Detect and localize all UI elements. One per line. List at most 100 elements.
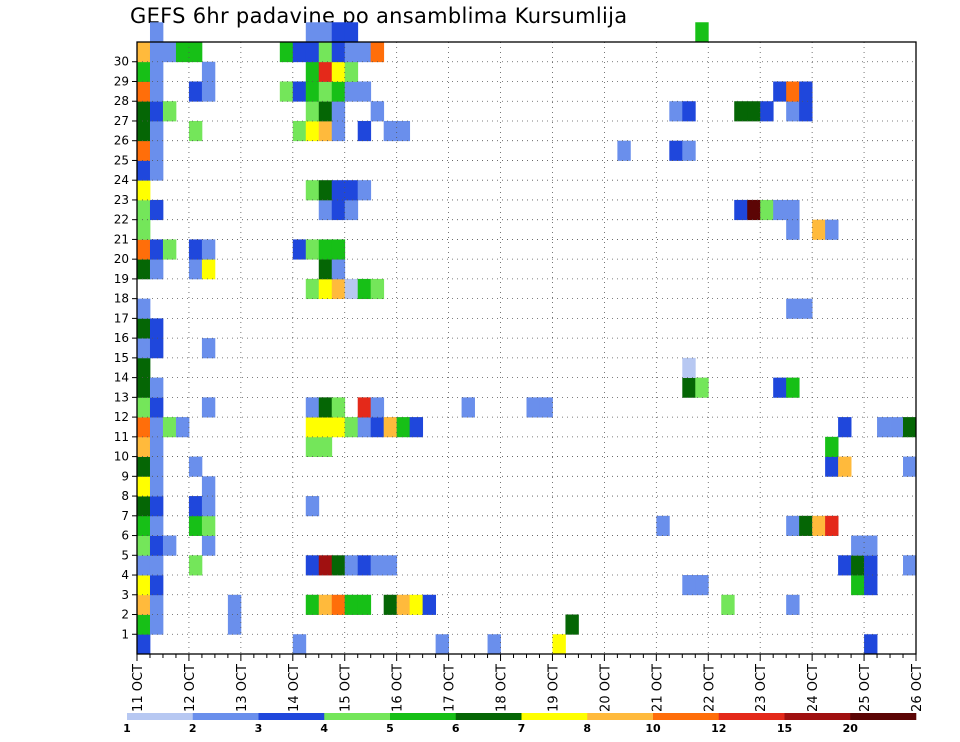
colorbar-swatch xyxy=(718,713,785,720)
heatmap-cell xyxy=(292,81,307,102)
heatmap-cell xyxy=(760,101,774,122)
heatmap-cell xyxy=(318,417,333,438)
heatmap-cell xyxy=(799,101,813,122)
heatmap-cell xyxy=(188,456,203,477)
heatmap-cell xyxy=(669,140,683,161)
heatmap-cell xyxy=(357,81,372,102)
heatmap-cell xyxy=(149,377,164,398)
heatmap-cell xyxy=(318,199,333,221)
heatmap-cell xyxy=(149,614,164,635)
heatmap-cell xyxy=(279,42,294,63)
heatmap-cell xyxy=(318,436,333,457)
colorbar-label: 5 xyxy=(386,722,394,735)
heatmap-cell xyxy=(318,259,333,280)
heatmap-cell xyxy=(357,120,372,142)
y-tick-label: 11 xyxy=(114,430,129,444)
y-tick-label: 6 xyxy=(121,529,129,543)
heatmap-cell xyxy=(825,436,839,457)
heatmap-cell xyxy=(305,180,320,201)
x-tick-label: 21 OCT xyxy=(650,664,665,712)
heatmap-cell xyxy=(137,318,151,339)
heatmap-cell xyxy=(162,101,177,122)
heatmap-cell xyxy=(137,101,151,122)
heatmap-cell xyxy=(838,555,852,576)
heatmap-cell xyxy=(331,199,346,221)
heatmap-cell xyxy=(175,417,190,438)
y-tick-label: 3 xyxy=(121,588,129,602)
heatmap-cell xyxy=(188,515,203,536)
heatmap-cell xyxy=(201,239,216,260)
heatmap-cell xyxy=(903,417,917,438)
colorbar-label: 2 xyxy=(189,722,197,735)
y-tick-label: 8 xyxy=(121,489,129,503)
heatmap-cell xyxy=(695,377,709,398)
heatmap-cell xyxy=(201,515,216,536)
heatmap-cell xyxy=(149,259,164,280)
heatmap-cell xyxy=(695,575,709,596)
heatmap-cell xyxy=(890,417,904,438)
x-tick-label: 17 OCT xyxy=(443,664,458,712)
heatmap-cell xyxy=(344,417,359,438)
heatmap-cell xyxy=(344,180,359,201)
chart-title: GEFS 6hr padavine po ansamblima Kursumli… xyxy=(130,4,628,28)
heatmap-cell xyxy=(137,219,151,240)
x-tick-label: 22 OCT xyxy=(702,664,717,712)
heatmap-cell xyxy=(292,42,307,63)
heatmap-cell xyxy=(773,81,787,102)
heatmap-cell xyxy=(539,397,553,418)
x-tick-label: 20 OCT xyxy=(598,664,613,712)
heatmap-cell xyxy=(137,377,151,398)
heatmap-cell xyxy=(786,298,800,319)
heatmap-cell xyxy=(370,42,385,63)
x-tick-label: 19 OCT xyxy=(546,664,561,712)
heatmap-cell xyxy=(137,239,151,260)
colorbar: 1 2 3 4 5 6 7 8 10 12 15 20 xyxy=(123,713,917,735)
heatmap-cell xyxy=(331,81,346,102)
heatmap-cell xyxy=(318,42,333,63)
colorbar-swatch xyxy=(192,713,259,720)
heatmap-cell xyxy=(305,101,320,122)
heatmap-cell xyxy=(137,417,151,438)
heatmap-cell xyxy=(799,515,813,536)
y-tick-label: 9 xyxy=(121,469,129,483)
heatmap-cell xyxy=(137,614,151,635)
heatmap-cell xyxy=(227,614,242,635)
heatmap-cell xyxy=(175,42,190,63)
heatmap-cell xyxy=(149,199,164,221)
heatmap-cell xyxy=(773,199,787,221)
y-tick-label: 12 xyxy=(114,410,129,424)
heatmap-cell xyxy=(617,140,631,161)
colorbar-label: 12 xyxy=(711,722,726,735)
heatmap-cell xyxy=(331,22,346,43)
heatmap-cell xyxy=(357,417,372,438)
heatmap-cell xyxy=(409,417,424,438)
heatmap-cell xyxy=(305,81,320,102)
heatmap-cell xyxy=(383,594,398,615)
heatmap-cell xyxy=(137,120,151,142)
x-tick-label: 13 OCT xyxy=(235,664,250,712)
heatmap-cell xyxy=(422,594,437,615)
heatmap-cell xyxy=(370,397,385,418)
x-tick-label: 24 OCT xyxy=(806,664,821,712)
heatmap-cell xyxy=(838,456,852,477)
heatmap-cell xyxy=(331,120,346,142)
heatmap-cell xyxy=(162,417,177,438)
gridlines xyxy=(137,42,916,654)
heatmap-cell xyxy=(786,199,800,221)
heatmap-cell xyxy=(487,634,501,655)
heatmap-cell xyxy=(344,81,359,102)
heatmap-cell xyxy=(201,259,216,280)
heatmap-cell xyxy=(137,634,151,655)
heatmap-cell xyxy=(149,397,164,418)
heatmap-cell xyxy=(201,535,216,556)
heatmap-cell xyxy=(370,101,385,122)
colorbar-swatch xyxy=(784,713,851,720)
heatmap-cell xyxy=(149,535,164,556)
heatmap-cell xyxy=(305,42,320,63)
y-tick-label: 24 xyxy=(114,173,129,187)
heatmap-cell xyxy=(331,555,346,576)
heatmap-cell xyxy=(825,219,839,240)
heatmap-cell xyxy=(435,634,449,655)
y-tick-label: 21 xyxy=(114,232,129,246)
